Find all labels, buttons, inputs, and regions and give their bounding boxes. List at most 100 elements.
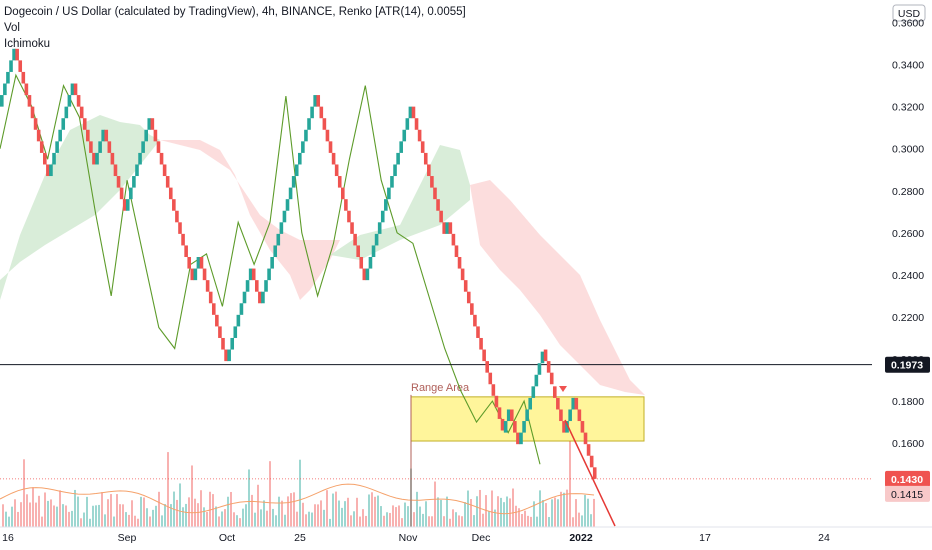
down-arrow-marker xyxy=(559,386,567,392)
renko-brick xyxy=(448,222,453,234)
volume-bar xyxy=(125,512,127,527)
renko-brick xyxy=(64,106,69,119)
renko-brick xyxy=(208,291,213,304)
renko-brick xyxy=(175,210,179,223)
volume-bar xyxy=(239,518,241,527)
volume-bar xyxy=(224,509,226,527)
renko-brick xyxy=(27,95,32,107)
volume-bar xyxy=(278,496,280,527)
renko-brick xyxy=(362,268,367,281)
volume-bar xyxy=(317,504,319,527)
renko-brick xyxy=(540,351,545,364)
volume-bar xyxy=(404,502,406,527)
volume-bar xyxy=(284,514,286,527)
renko-brick xyxy=(233,326,238,338)
volume-bar xyxy=(80,518,82,527)
time-axis[interactable]: 16 Sep Oct 25 Nov Dec 2022 17 24 xyxy=(0,526,932,544)
renko-brick xyxy=(479,337,483,350)
volume-bar xyxy=(485,495,487,527)
last-price-label: 0.1430 xyxy=(891,474,923,486)
cloud-bear-area xyxy=(160,140,340,300)
renko-brick xyxy=(211,303,216,315)
volume-bar xyxy=(47,500,49,527)
renko-brick xyxy=(116,176,121,188)
renko-brick xyxy=(12,48,16,61)
volume-bar xyxy=(11,506,13,527)
renko-brick xyxy=(516,432,520,445)
volume-bar xyxy=(584,494,586,527)
volume-bar xyxy=(329,518,331,527)
hline-price-label: 0.1973 xyxy=(891,360,923,372)
renko-brick xyxy=(261,291,265,304)
renko-brick xyxy=(196,257,201,269)
renko-brick xyxy=(282,210,287,223)
renko-brick xyxy=(258,291,262,304)
volume-bar xyxy=(494,509,496,527)
renko-brick xyxy=(110,152,115,165)
renko-brick xyxy=(568,409,572,422)
volume-bar xyxy=(218,516,220,527)
renko-brick xyxy=(55,141,59,153)
renko-brick xyxy=(92,152,96,165)
time-tick: Dec xyxy=(472,532,491,544)
volume-bar xyxy=(326,490,328,527)
renko-brick xyxy=(95,152,99,165)
price-axis[interactable]: USD0.16000.18000.20000.22000.24000.26000… xyxy=(872,0,932,550)
renko-brick xyxy=(291,176,296,188)
volume-bar xyxy=(119,504,121,527)
volume-bar xyxy=(539,490,541,527)
renko-brick xyxy=(384,199,388,211)
indicator-ichimoku-label[interactable]: Ichimoku xyxy=(4,38,51,50)
volume-bar xyxy=(437,497,439,527)
indicator-vol-label[interactable]: Vol xyxy=(4,22,20,34)
volume-bar xyxy=(8,516,10,527)
volume-bar xyxy=(323,509,325,527)
volume-bar xyxy=(137,518,139,527)
renko-brick xyxy=(519,432,523,445)
volume-bar xyxy=(65,505,67,527)
time-tick: 25 xyxy=(294,532,306,544)
volume-bar xyxy=(5,511,7,527)
renko-brick xyxy=(503,421,508,433)
volume-bar xyxy=(536,516,538,527)
renko-brick xyxy=(0,95,4,107)
volume-bar xyxy=(155,505,157,527)
renko-brick xyxy=(534,374,539,387)
renko-brick xyxy=(168,187,173,200)
volume-bar xyxy=(107,499,109,527)
volume-bar xyxy=(377,495,379,527)
volume-bar xyxy=(530,516,532,527)
renko-brick xyxy=(49,164,53,177)
renko-brick xyxy=(3,83,7,96)
volume-bar xyxy=(440,499,442,527)
volume-bar xyxy=(242,508,244,527)
renko-brick xyxy=(230,337,235,350)
volume-bar xyxy=(314,504,316,527)
volume-bar xyxy=(32,487,34,527)
volume-bar xyxy=(563,492,565,527)
renko-brick xyxy=(279,222,284,234)
renko-brick xyxy=(488,372,493,385)
renko-bricks xyxy=(0,48,597,479)
range-area-label: Range Area xyxy=(411,382,470,394)
volume-bar xyxy=(338,500,340,527)
renko-brick xyxy=(46,164,50,177)
renko-brick xyxy=(132,176,136,188)
horizontal-line[interactable] xyxy=(0,364,872,480)
volume-bar xyxy=(143,497,145,527)
renko-brick xyxy=(270,257,274,269)
renko-brick xyxy=(104,129,109,142)
volume-bar xyxy=(41,516,43,527)
volume-bar xyxy=(380,506,382,527)
renko-brick xyxy=(430,176,434,188)
time-tick: 2022 xyxy=(569,532,593,544)
volume-bar xyxy=(347,497,349,527)
volume-bar xyxy=(428,516,430,527)
volume-bar xyxy=(545,503,547,527)
trend-line[interactable] xyxy=(564,419,616,527)
renko-brick xyxy=(427,164,431,177)
renko-brick xyxy=(537,363,542,375)
time-tick: 17 xyxy=(699,532,711,544)
range-area[interactable]: Range Area xyxy=(410,382,645,527)
